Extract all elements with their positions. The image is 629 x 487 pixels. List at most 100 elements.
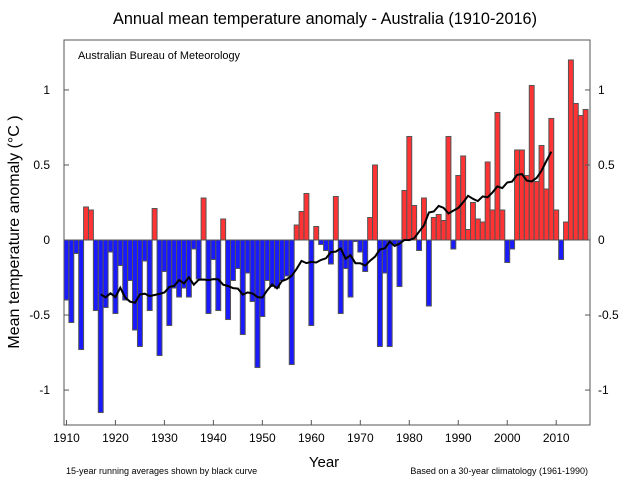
- bar-1961: [313, 225, 320, 241]
- bar-2006: [533, 180, 540, 241]
- bar-1986: [435, 213, 442, 241]
- x-tick-label: 1920: [102, 431, 129, 445]
- bar-2009: [548, 117, 555, 241]
- bar-1997: [489, 209, 496, 241]
- bar-1930: [161, 239, 168, 273]
- bar-1910: [63, 239, 70, 301]
- bar-1972: [367, 216, 374, 241]
- x-tick-label: 1910: [53, 431, 80, 445]
- bar-1914: [83, 206, 89, 241]
- bar-1959: [303, 192, 310, 241]
- bar-2011: [558, 239, 565, 261]
- footnote-right: Based on a 30-year climatology (1961-199…: [410, 466, 588, 476]
- running-mean-curve: [100, 151, 553, 304]
- chart-title: Annual mean temperature anomaly - Austra…: [113, 9, 537, 28]
- y-tick-label-right: 0: [598, 233, 605, 247]
- bar-1929: [156, 239, 163, 357]
- bar-2005: [528, 84, 535, 241]
- x-tick-label: 2010: [543, 431, 570, 445]
- bar-1952: [269, 239, 276, 288]
- bar-1963: [323, 239, 329, 252]
- bar-1944: [230, 239, 236, 282]
- bar-1921: [117, 239, 124, 267]
- y-tick-label-left: -1: [39, 383, 50, 397]
- bar-2010: [553, 209, 560, 241]
- bar-1979: [401, 189, 408, 241]
- bar-2004: [523, 174, 530, 241]
- bar-1958: [298, 210, 305, 241]
- bar-2014: [572, 102, 579, 241]
- bar-1985: [430, 216, 437, 241]
- y-tick-label-right: 1: [598, 83, 605, 97]
- bar-1926: [141, 239, 148, 262]
- x-tick-label: 2000: [494, 431, 521, 445]
- bar-1996: [484, 161, 491, 241]
- bar-1993: [469, 201, 476, 241]
- y-tick-label-right: 0.5: [598, 158, 615, 172]
- bar-1912: [73, 239, 80, 255]
- y-tick-label-right: -1: [598, 383, 609, 397]
- bar-1932: [171, 239, 178, 289]
- bar-1994: [474, 218, 481, 241]
- x-tick-label: 1950: [249, 431, 276, 445]
- bar-1949: [254, 239, 261, 369]
- bar-1941: [215, 239, 222, 312]
- bar-1951: [264, 239, 271, 282]
- bar-1942: [220, 218, 227, 241]
- y-axis-label: Mean temperature anomaly (°C ): [6, 115, 23, 348]
- bar-2013: [567, 59, 574, 241]
- bar-1940: [210, 239, 217, 261]
- bar-1928: [151, 207, 158, 241]
- bar-1999: [499, 209, 506, 241]
- bar-1946: [239, 239, 246, 336]
- x-tick-label: 1930: [151, 431, 178, 445]
- bar-1998: [494, 111, 501, 241]
- y-tick-label-left: 1: [43, 83, 50, 97]
- bar-1974: [376, 239, 383, 348]
- bar-1936: [190, 239, 197, 250]
- x-tick-label: 1980: [396, 431, 423, 445]
- y-tick-label-left: 0.5: [33, 158, 50, 172]
- bar-1980: [406, 135, 413, 241]
- plot-frame: [63, 39, 591, 426]
- x-axis: 1910 1920 1930 1940 1950 1960 1970 1980 1990 2000…: [53, 420, 570, 445]
- bar-1916: [92, 239, 99, 312]
- bar-2016: [582, 108, 589, 241]
- bar-1911: [68, 239, 75, 324]
- y-axis-right: 1 0.5 0 -0.5 -1: [585, 83, 619, 397]
- bar-1962: [318, 239, 325, 246]
- bar-1950: [259, 239, 266, 318]
- bar-1917: [97, 239, 104, 414]
- bar-2008: [543, 188, 550, 241]
- bar-1937: [195, 239, 202, 280]
- bar-1992: [465, 228, 471, 241]
- bar-1954: [278, 239, 285, 282]
- bar-1915: [87, 209, 94, 241]
- bar-1991: [460, 155, 467, 241]
- bar-1953: [274, 239, 280, 289]
- bar-1976: [386, 239, 393, 348]
- bars-group: [63, 59, 589, 414]
- bar-1955: [283, 239, 290, 277]
- bar-1933: [176, 239, 183, 298]
- bar-1971: [362, 239, 369, 273]
- bar-1947: [244, 239, 251, 274]
- bar-2007: [538, 144, 545, 241]
- y-tick-label-right: -0.5: [598, 308, 619, 322]
- bar-1945: [234, 239, 241, 270]
- bar-1922: [122, 239, 129, 301]
- bar-1984: [425, 239, 432, 307]
- bar-1988: [445, 135, 452, 241]
- bar-1943: [225, 239, 232, 321]
- x-tick-label: 1960: [298, 431, 325, 445]
- bar-1935: [185, 239, 192, 298]
- bar-1923: [127, 239, 134, 282]
- bar-1968: [347, 239, 354, 298]
- bar-2012: [563, 221, 569, 241]
- bar-1957: [293, 224, 300, 241]
- bar-2003: [518, 149, 525, 241]
- bar-1982: [416, 239, 423, 252]
- source-label: Australian Bureau of Meteorology: [78, 50, 240, 62]
- bar-1978: [396, 239, 403, 288]
